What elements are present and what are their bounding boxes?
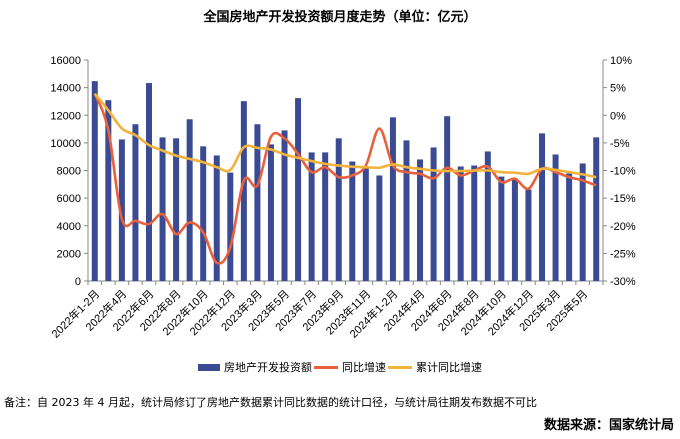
bar-investment	[498, 176, 505, 281]
bar-investment	[132, 124, 139, 282]
chart-title: 全国房地产开发投资额月度走势（单位：亿元）	[203, 10, 477, 25]
bar-investment	[376, 175, 383, 281]
bar-investment	[417, 159, 424, 281]
right-tick-label: 10%	[610, 55, 632, 67]
right-tick-label: 0%	[610, 110, 626, 122]
legend-swatch-yoy	[314, 365, 338, 369]
bar-investment	[105, 100, 112, 282]
bar-investment	[566, 173, 573, 281]
right-tick-label: -10%	[610, 166, 636, 178]
bar-investment	[457, 166, 464, 281]
left-tick-label: 14000	[50, 83, 81, 95]
line-yoy-growth	[93, 93, 597, 265]
chart-svg: 0 2000 4000 6000 8000 10000 12000 14000 16000 -30…	[48, 55, 636, 341]
line-cumulative-growth	[93, 92, 597, 179]
bar-investment	[295, 98, 302, 281]
bar-investment	[471, 165, 478, 281]
left-tick-label: 16000	[50, 55, 81, 67]
bar-investment	[322, 152, 329, 281]
bar-investment	[213, 155, 220, 281]
bar-investment	[118, 139, 125, 281]
left-tick-label: 8000	[57, 166, 81, 178]
right-tick-label: -20%	[610, 221, 636, 233]
bar-investment	[159, 137, 166, 281]
legend-label: 同比增速	[342, 361, 386, 374]
bar-investment	[186, 119, 193, 282]
right-tick-label: -25%	[610, 248, 636, 260]
bar-investment	[227, 172, 234, 281]
bar-investment	[267, 144, 274, 281]
left-tick-label: 10000	[50, 138, 81, 150]
legend: 房地产开发投资额 同比增速 累计同比增速	[0, 359, 680, 375]
bar-investment	[335, 138, 342, 281]
bar-investment	[430, 147, 437, 281]
bar-investment	[593, 137, 600, 281]
left-tick-label: 6000	[57, 193, 81, 205]
bar-investment	[579, 163, 586, 281]
bar-investment	[389, 117, 396, 282]
bar-investment	[254, 124, 261, 282]
legend-item-cum: 累计同比增速	[388, 359, 482, 375]
right-tick-label: 5%	[610, 83, 626, 95]
bar-investment	[240, 101, 247, 281]
bar-investment	[281, 130, 288, 281]
bar-investment	[308, 152, 315, 281]
left-tick-label: 12000	[50, 110, 81, 122]
bar-investment	[552, 154, 559, 281]
footnote: 备注：自 2023 年 4 月起，统计局修订了房地产数据累计同比数据的统计口径，…	[4, 396, 537, 409]
legend-item-yoy: 同比增速	[314, 359, 386, 375]
bar-investment	[173, 138, 180, 281]
legend-item-investment: 房地产开发投资额	[198, 359, 312, 375]
bar-investment	[200, 146, 207, 281]
bar-investment	[444, 116, 451, 281]
bar-investment	[403, 140, 410, 281]
right-tick-label: -30%	[610, 276, 636, 288]
left-tick-label: 4000	[57, 221, 81, 233]
right-tick-label: -5%	[610, 138, 630, 150]
data-source: 数据来源：国家统计局	[543, 418, 674, 433]
bar-investment	[525, 189, 532, 281]
bar-investment	[349, 161, 356, 281]
legend-label: 累计同比增速	[416, 361, 482, 374]
legend-swatch-bar	[198, 363, 220, 371]
left-tick-label: 0	[75, 276, 81, 288]
bar-investment	[511, 178, 518, 281]
legend-label: 房地产开发投资额	[224, 361, 312, 374]
left-tick-label: 2000	[57, 248, 81, 260]
bar-investment	[91, 81, 98, 282]
bar-investment	[362, 167, 369, 281]
bar-investment	[484, 151, 491, 281]
bar-investment	[145, 83, 152, 282]
bar-investment	[539, 133, 546, 281]
legend-swatch-cum	[388, 365, 412, 369]
right-tick-label: -15%	[610, 193, 636, 205]
